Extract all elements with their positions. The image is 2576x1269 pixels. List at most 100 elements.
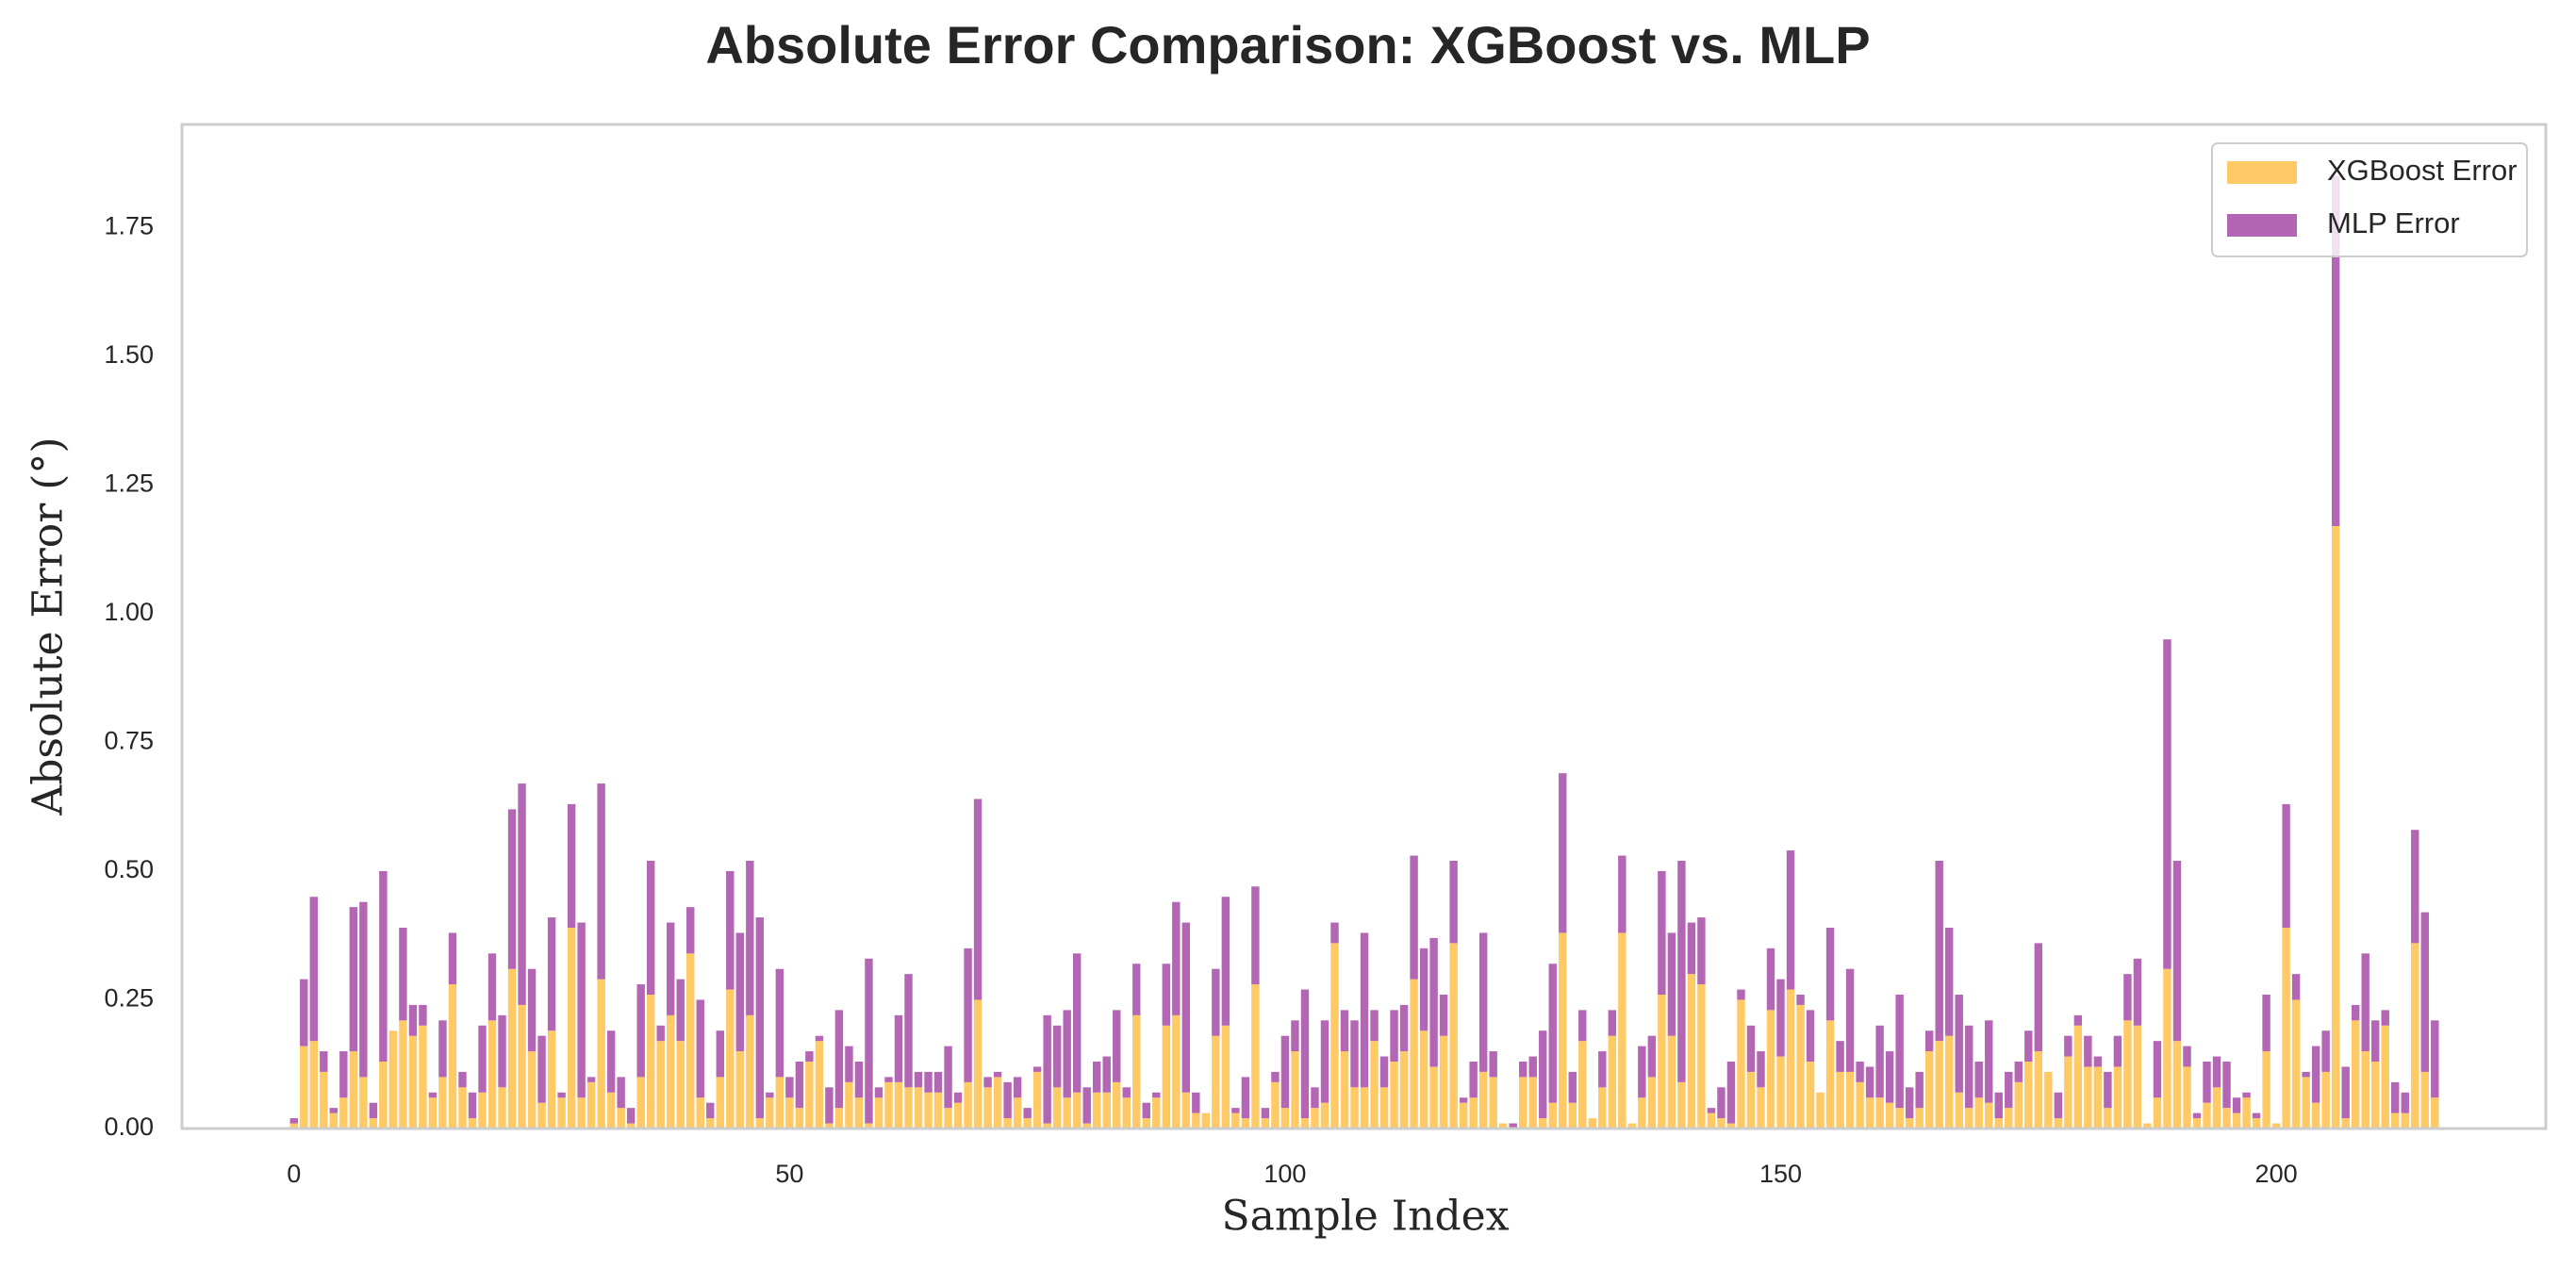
bar-segment — [1608, 1035, 1617, 1129]
bar-segment — [1360, 1087, 1369, 1129]
bar-segment — [606, 1030, 616, 1093]
bar-segment — [953, 1102, 963, 1129]
bar-segment — [1856, 1062, 1864, 1082]
bar-segment — [2005, 1108, 2013, 1129]
bar-segment — [1172, 1014, 1181, 1129]
bar-segment — [1757, 1087, 1765, 1129]
bar-segment — [1350, 1087, 1359, 1129]
bar-segment — [2113, 1035, 2122, 1067]
bar-segment — [2203, 1102, 2211, 1129]
bar-segment — [2034, 1051, 2043, 1129]
bar-segment — [2302, 1071, 2310, 1078]
bar-segment — [586, 1081, 596, 1129]
bar-segment — [904, 1087, 913, 1129]
bar-segment — [2133, 958, 2142, 1026]
bar-segment — [1766, 948, 1775, 1011]
bar-segment — [2123, 974, 2132, 1021]
bar-segment — [1528, 1077, 1537, 1129]
bar-segment — [1311, 1087, 1319, 1109]
bar-segment — [2361, 953, 2370, 1052]
bar-segment — [1142, 1102, 1150, 1119]
bar-segment — [2073, 1025, 2083, 1129]
bar-segment — [874, 1087, 883, 1098]
bar-segment — [1588, 1118, 1596, 1129]
bar-segment — [1142, 1118, 1150, 1129]
bar-segment — [775, 968, 784, 1078]
bar-segment — [2331, 175, 2340, 526]
bar-segment — [735, 932, 745, 1052]
bar-segment — [1489, 1077, 1497, 1129]
bar-segment — [1052, 1087, 1062, 1129]
bar-segment — [478, 1092, 487, 1129]
bar-segment — [825, 1087, 834, 1124]
bar-segment — [884, 1081, 893, 1129]
bar-segment — [1598, 1051, 1607, 1088]
bar-segment — [1737, 989, 1745, 1000]
bar-segment — [1241, 1118, 1250, 1129]
bar-segment — [1985, 1020, 1993, 1103]
bar-segment — [1221, 897, 1230, 1026]
bar-segment — [1370, 1010, 1379, 1042]
bar-segment — [448, 984, 457, 1129]
bar-segment — [1370, 1041, 1379, 1129]
bar-segment — [2163, 639, 2171, 969]
bar-segment — [924, 1092, 933, 1129]
bar-segment — [1885, 1102, 1894, 1129]
bar-segment — [2311, 1102, 2320, 1129]
bar-segment — [1330, 922, 1339, 944]
bar-segment — [1459, 1102, 1468, 1129]
bar-segment — [1429, 937, 1438, 1067]
bar-segment — [1806, 1062, 1815, 1129]
bar-segment — [2183, 1046, 2191, 1067]
bar-segment — [577, 1097, 586, 1129]
bar-segment — [894, 1081, 903, 1129]
bar-segment — [1994, 1118, 2003, 1129]
bar-segment — [1469, 1062, 1478, 1098]
bar-segment — [2321, 1030, 2330, 1072]
bar-segment — [1885, 1051, 1894, 1103]
bar-segment — [1003, 1118, 1012, 1129]
bar-segment — [1102, 1056, 1111, 1093]
bar-segment — [1658, 870, 1666, 995]
bar-segment — [1974, 1097, 1983, 1129]
bar-segment — [746, 1014, 754, 1129]
bar-segment — [1231, 1108, 1240, 1113]
bar-segment — [834, 1108, 844, 1129]
bar-segment — [1498, 1123, 1508, 1129]
bar-segment — [2064, 1056, 2072, 1129]
bar-segment — [676, 979, 685, 1042]
bar-segment — [865, 958, 873, 1124]
bar-segment — [904, 974, 913, 1088]
bar-segment — [300, 979, 308, 1047]
bar-segment — [686, 907, 695, 954]
bar-segment — [1845, 968, 1855, 1072]
bar-segment — [834, 1010, 844, 1109]
bar-segment — [359, 1077, 368, 1129]
y-tick-label: 0.00 — [104, 1112, 154, 1141]
bar-segment — [1816, 1092, 1825, 1129]
bar-segment — [1766, 1010, 1775, 1129]
bar-segment — [2153, 1041, 2162, 1098]
bar-segment — [746, 861, 754, 1015]
bar-segment — [2212, 1087, 2221, 1129]
bar-segment — [1806, 1010, 1815, 1062]
bar-segment — [735, 1051, 745, 1129]
bar-segment — [448, 932, 457, 985]
bar-segment — [706, 1118, 715, 1129]
bar-segment — [1865, 1097, 1874, 1129]
bar-segment — [706, 1102, 715, 1119]
bar-segment — [924, 1071, 933, 1093]
bar-segment — [1786, 989, 1795, 1129]
bar-segment — [2203, 1062, 2211, 1103]
bar-segment — [1251, 984, 1260, 1129]
bar-segment — [1618, 855, 1627, 933]
bar-segment — [2420, 1071, 2429, 1129]
bar-segment — [2262, 995, 2271, 1052]
bar-segment — [2034, 943, 2043, 1052]
bar-segment — [1320, 1102, 1329, 1129]
bar-segment — [2212, 1056, 2221, 1088]
bar-segment — [1330, 943, 1339, 1129]
bar-segment — [1509, 1123, 1517, 1129]
bar-segment — [865, 1123, 873, 1129]
